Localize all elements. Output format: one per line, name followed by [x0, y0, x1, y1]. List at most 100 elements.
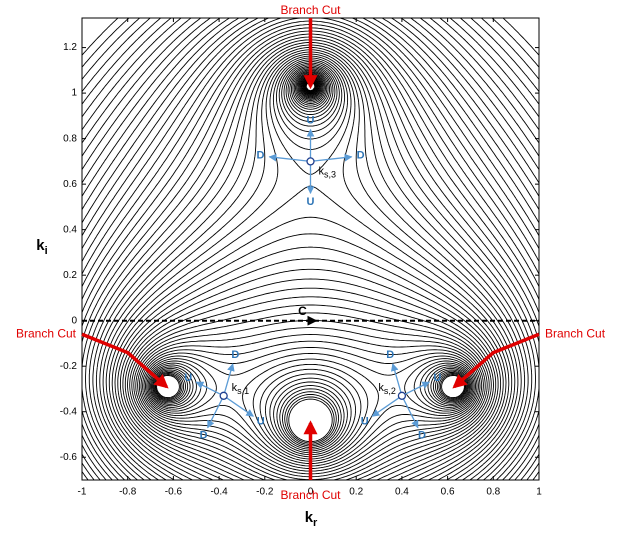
saddle-label-sub: s,2	[384, 386, 396, 396]
saddle-point	[306, 157, 315, 166]
path-label: C	[298, 304, 307, 318]
contour-line	[108, 55, 513, 480]
y-tick-label: 0.4	[63, 224, 77, 235]
y-axis-label-sub: i	[45, 245, 48, 257]
y-axis-label-main: k	[36, 237, 45, 254]
contour-line	[82, 18, 539, 237]
contour-line	[137, 72, 484, 475]
y-tick-label: -0.2	[60, 361, 78, 372]
arrow-label: U	[361, 415, 369, 427]
saddle-label-main: k	[232, 382, 238, 394]
y-tick-label: 1.2	[63, 42, 77, 53]
arrow-label: D	[357, 150, 365, 162]
arrow-label: D	[200, 430, 208, 442]
contour-line	[82, 18, 539, 56]
arrow-label: D	[231, 349, 239, 361]
arrow-label: U	[433, 372, 441, 384]
contour-line	[82, 18, 539, 92]
contour-line	[82, 24, 539, 480]
branch-cut	[81, 332, 169, 389]
contour-line	[102, 51, 519, 480]
contour-line	[138, 73, 483, 472]
contour-line	[151, 79, 470, 452]
contour-line	[111, 57, 510, 480]
saddle-point	[219, 391, 228, 400]
contour-line	[82, 36, 539, 480]
contour-line	[133, 70, 488, 480]
arrow-label: D	[386, 349, 394, 361]
steepest-path-arrow	[207, 395, 225, 429]
contour-line	[82, 18, 539, 157]
saddle-label-sub: s,1	[237, 386, 249, 396]
x-tick-label: 1	[536, 487, 542, 498]
x-tick-label: -0.8	[119, 487, 137, 498]
contour-line	[135, 71, 486, 478]
contour-line	[82, 18, 539, 105]
contour-line	[147, 77, 474, 458]
contour-line	[82, 18, 539, 144]
steepest-path-arrow	[223, 395, 255, 417]
y-tick-label: -0.4	[60, 406, 78, 417]
x-axis-label-sub: r	[313, 517, 318, 529]
arrow-label: U	[307, 114, 315, 126]
contour-line	[82, 20, 539, 480]
contour-line	[82, 18, 539, 249]
branch-cut-label: Branch Cut	[16, 327, 77, 341]
contour-line	[82, 18, 539, 80]
contour-line	[82, 18, 539, 223]
contour-line	[114, 59, 507, 480]
saddle-label: ks,3	[319, 165, 337, 179]
contour-line	[82, 18, 539, 480]
contour-line	[82, 27, 539, 480]
contour-line	[129, 68, 492, 480]
saddle-label: ks,2	[378, 382, 396, 396]
contour-line	[95, 47, 526, 480]
contour-line	[82, 33, 539, 480]
contour-line	[143, 75, 478, 464]
arrow-label: U	[257, 415, 265, 427]
contour-line	[154, 81, 467, 445]
branch-cut-label: Branch Cut	[545, 327, 606, 341]
contour-line	[146, 77, 475, 460]
contour-line	[92, 44, 529, 480]
contour-line	[82, 18, 539, 480]
arrow-label: D	[256, 150, 264, 162]
contour-line	[117, 61, 504, 480]
x-tick-label: 0.6	[441, 487, 455, 498]
arrow-label: U	[307, 196, 315, 208]
contour-line	[131, 69, 490, 480]
y-tick-label: -0.6	[60, 452, 78, 463]
x-tick-label: 0	[308, 487, 314, 498]
contour-line	[127, 66, 494, 480]
branch-cut	[452, 332, 540, 389]
y-axis-label: ki	[36, 237, 47, 257]
contour-line	[99, 49, 522, 480]
contour-line	[145, 76, 476, 462]
contour-line	[119, 62, 502, 480]
steepest-path-arrow	[401, 381, 431, 397]
y-tick-label: 0	[71, 315, 77, 326]
x-tick-label: -1	[78, 487, 87, 498]
steepest-path-arrow	[401, 395, 419, 429]
contour-line	[122, 64, 499, 480]
steepest-path-arrow	[390, 363, 403, 396]
saddle-label-sub: s,3	[324, 170, 336, 180]
contour-line	[105, 53, 516, 480]
contour-line	[152, 79, 469, 450]
y-tick-label: 1	[71, 88, 77, 99]
steepest-path-arrow	[268, 153, 311, 163]
saddle-label-main: k	[378, 382, 384, 394]
steepest-path-arrow	[310, 153, 353, 163]
arrow-label: D	[418, 430, 426, 442]
steepest-path-arrow	[195, 381, 224, 397]
y-tick-label: 0.8	[63, 133, 77, 144]
x-tick-label: -0.6	[165, 487, 183, 498]
y-tick-label: 0.6	[63, 179, 77, 190]
contour-layer	[82, 18, 539, 480]
contour-line	[85, 39, 536, 480]
saddle-point	[397, 391, 407, 400]
contour-line	[148, 78, 473, 456]
x-axis-label: kr	[305, 509, 318, 529]
x-tick-label: 0.2	[349, 487, 363, 498]
